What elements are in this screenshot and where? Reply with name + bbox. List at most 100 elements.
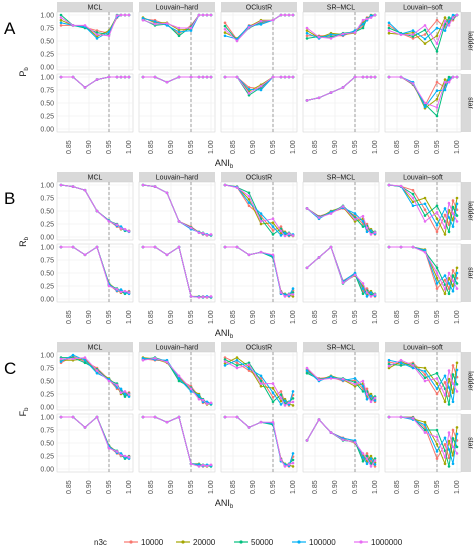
series-point-10000	[435, 457, 439, 460]
series-point-20000	[279, 399, 283, 403]
series-point-1000000	[387, 29, 391, 32]
y-tick-label: 1.00	[40, 353, 54, 360]
x-tick-label: 0.95	[352, 480, 359, 494]
y-axis-label-b: Rb	[18, 236, 30, 247]
series-point-1000000	[447, 271, 451, 275]
series-point-50000	[455, 282, 459, 285]
strip-label-3: SR–MCL	[327, 345, 356, 352]
series-point-50000	[365, 454, 369, 458]
legend-label-100000: 100000	[309, 538, 336, 547]
series-point-1000000	[205, 464, 209, 468]
strip-bg	[139, 172, 215, 182]
series-point-20000	[387, 366, 391, 370]
strip-label-2: OClustR	[246, 345, 272, 352]
series-point-1000000	[443, 456, 447, 459]
series-point-100000	[259, 374, 263, 378]
x-tick-label: 0.85	[148, 480, 155, 494]
series-point-100000	[223, 34, 227, 38]
strip-label-2: OClustR	[246, 175, 272, 182]
series-point-1000000	[353, 441, 357, 444]
row-strip-bg	[461, 414, 471, 472]
series-point-1000000	[71, 357, 75, 361]
series-point-100000	[189, 390, 193, 393]
series-point-50000	[305, 371, 309, 375]
series-point-100000	[423, 423, 427, 427]
series-point-50000	[423, 28, 427, 32]
series-point-1000000	[387, 364, 391, 368]
series-point-100000	[329, 375, 333, 378]
series-point-50000	[447, 292, 451, 296]
series-point-1000000	[119, 454, 123, 457]
series-point-1000000	[235, 245, 239, 249]
series-point-50000	[451, 274, 455, 277]
series-point-10000	[223, 21, 227, 25]
legend-item-10000: 10000	[124, 538, 164, 547]
panel-label-b: B	[4, 189, 15, 208]
series-point-100000	[223, 364, 227, 367]
series-point-100000	[451, 13, 455, 17]
series-point-100000	[435, 26, 439, 30]
series-point-1000000	[353, 273, 357, 277]
facet-c-ladder-4	[384, 351, 462, 411]
series-point-1000000	[361, 18, 365, 22]
series-point-50000	[447, 75, 451, 79]
y-tick-label: 0.00	[40, 297, 54, 304]
series-point-50000	[223, 24, 227, 28]
series-point-1000000	[107, 446, 111, 450]
series-point-100000	[373, 399, 377, 402]
series-point-50000	[411, 192, 415, 196]
series-point-1000000	[329, 431, 333, 434]
series-point-20000	[443, 16, 447, 19]
series-point-1000000	[411, 196, 415, 200]
y-axis-label-c: Fb	[18, 407, 30, 417]
strip-label-1: Louvain–hard	[156, 175, 199, 182]
series-point-10000	[411, 37, 415, 40]
series-point-1000000	[305, 26, 309, 30]
series-point-1000000	[153, 415, 157, 419]
series-point-1000000	[423, 431, 427, 434]
series-point-1000000	[451, 279, 455, 283]
facet-a-star-2	[220, 73, 298, 133]
series-point-100000	[353, 439, 357, 442]
series-point-10000	[271, 229, 275, 232]
series-point-1000000	[141, 358, 145, 362]
legend-swatch-point	[129, 540, 133, 544]
series-point-1000000	[83, 188, 87, 192]
x-tick-label: 0.90	[168, 140, 175, 154]
series-point-100000	[177, 30, 181, 34]
series-point-50000	[361, 459, 365, 463]
series-point-1000000	[443, 394, 447, 397]
series-point-50000	[247, 361, 251, 365]
series-point-1000000	[451, 212, 455, 215]
series-point-1000000	[223, 245, 227, 249]
series-point-100000	[361, 287, 365, 290]
series-point-1000000	[435, 42, 439, 45]
x-tick-label: 0.90	[86, 480, 93, 494]
series-point-1000000	[201, 463, 205, 467]
x-tick-label: 0.95	[106, 480, 113, 494]
series-point-1000000	[353, 218, 357, 221]
legend-title: n3c	[94, 538, 107, 547]
series-point-1000000	[283, 465, 287, 468]
series-point-1000000	[373, 396, 377, 400]
series-point-1000000	[141, 245, 145, 249]
facet-c-star-4	[384, 413, 462, 473]
x-tick-label: 0.90	[168, 310, 175, 324]
series-point-1000000	[435, 211, 439, 214]
series-point-1000000	[451, 382, 455, 385]
series-point-100000	[423, 249, 427, 252]
series-point-1000000	[341, 86, 345, 89]
series-point-1000000	[365, 17, 369, 21]
facet-a-star-1	[138, 73, 216, 133]
facet-b-star-2	[220, 243, 298, 303]
series-point-1000000	[115, 223, 119, 226]
series-point-20000	[423, 42, 427, 45]
series-point-1000000	[365, 75, 369, 79]
x-tick-label: 1.00	[208, 310, 215, 324]
series-point-1000000	[365, 226, 369, 230]
x-tick-label: 0.85	[66, 480, 73, 494]
series-point-1000000	[189, 26, 193, 30]
x-tick-label: 0.95	[434, 310, 441, 324]
facet-b-star-4	[384, 243, 462, 303]
